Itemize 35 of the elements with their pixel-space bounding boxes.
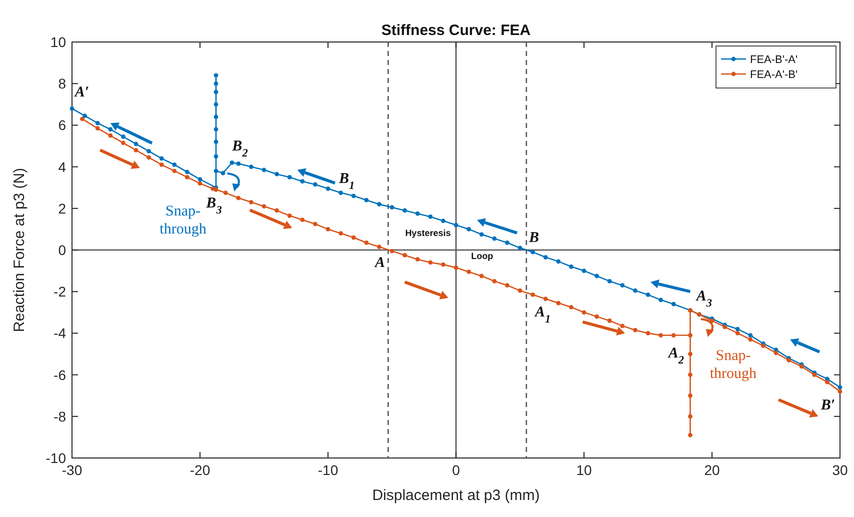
annotation: Loop — [471, 251, 494, 262]
annotation: B — [528, 230, 540, 246]
y-tick-label: 0 — [58, 242, 66, 258]
x-axis-title: Displacement at p3 (mm) — [372, 487, 540, 504]
y-tick-label: 8 — [58, 76, 66, 92]
annotation: Hysteresis — [405, 228, 451, 238]
x-tick-label: -20 — [190, 462, 210, 478]
x-tick-label: 0 — [452, 462, 460, 478]
x-tick-label: 30 — [832, 462, 848, 478]
annotation: A$_{3}$ — [695, 288, 712, 310]
annotation: A$_{1}$ — [534, 304, 551, 326]
x-tick-label: -10 — [318, 462, 338, 478]
x-tick-label: 10 — [576, 462, 592, 478]
y-tick-label: 4 — [58, 158, 66, 175]
y-tick-label: -6 — [54, 366, 66, 383]
annotation: A — [374, 255, 386, 272]
legend-label: FEA-B'-A' — [750, 54, 798, 66]
annotation: Snap-through — [710, 348, 758, 382]
legend-label: FEA-A'-B' — [750, 69, 798, 81]
annotation: B$_{3}$ — [205, 196, 222, 217]
annotation: Snap-through — [160, 204, 207, 238]
annotation: A$_{2}$ — [667, 345, 684, 366]
x-tick-label: 20 — [704, 462, 720, 478]
y-axis-title: Reaction Force at p3 (N) — [11, 168, 28, 332]
annotation: B$_{1}$ — [338, 170, 355, 192]
y-tick-label: -2 — [54, 284, 66, 300]
y-tick-label: 10 — [50, 34, 66, 50]
annotation: B$_{2}$ — [231, 138, 248, 160]
y-tick-label: 2 — [58, 200, 66, 216]
y-tick-label: 6 — [58, 117, 66, 134]
chart-title: Stiffness Curve: FEA — [381, 22, 531, 39]
annotation: B′ — [820, 397, 836, 414]
annotation: A′ — [74, 84, 90, 101]
y-tick-label: -8 — [54, 408, 66, 424]
y-tick-label: -4 — [54, 325, 66, 342]
